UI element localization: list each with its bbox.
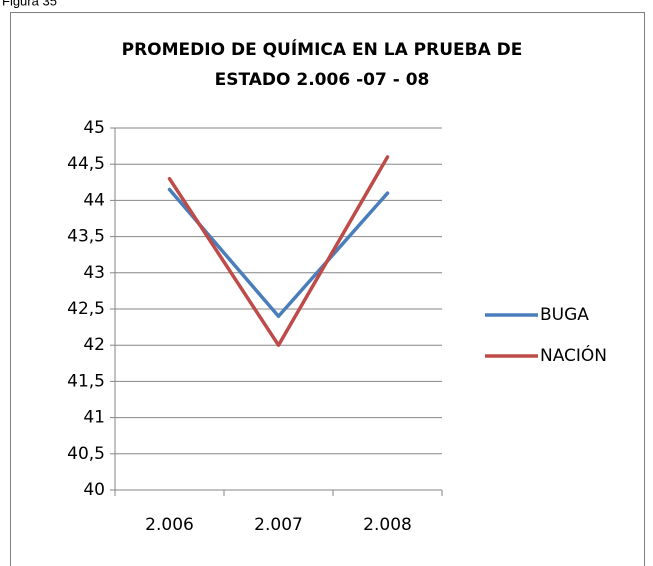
y-tick-label: 41,5 [67, 371, 105, 391]
x-tick-label: 2.008 [363, 515, 412, 535]
legend-label: BUGA [540, 305, 589, 325]
y-tick-label: 40,5 [67, 444, 105, 464]
y-tick-label: 40 [83, 480, 105, 500]
x-tick-label: 2.006 [145, 515, 194, 535]
chart-border [10, 12, 645, 566]
chart-title: ESTADO 2.006 -07 - 08 [215, 70, 430, 90]
x-tick-label: 2.007 [254, 515, 303, 535]
y-tick-label: 41 [83, 408, 105, 428]
y-tick-label: 43 [83, 263, 105, 283]
y-tick-label: 43,5 [67, 227, 105, 247]
y-tick-label: 42 [83, 335, 105, 355]
y-tick-label: 42,5 [67, 299, 105, 319]
y-tick-label: 44,5 [67, 154, 105, 174]
chart-title: PROMEDIO DE QUÍMICA EN LA PRUEBA DE [122, 38, 523, 60]
legend-label: NACIÓN [540, 344, 607, 366]
series-line [167, 155, 390, 347]
y-tick-label: 44 [83, 190, 105, 210]
y-tick-label: 45 [83, 118, 105, 138]
caption: Figura 35 [2, 0, 57, 8]
